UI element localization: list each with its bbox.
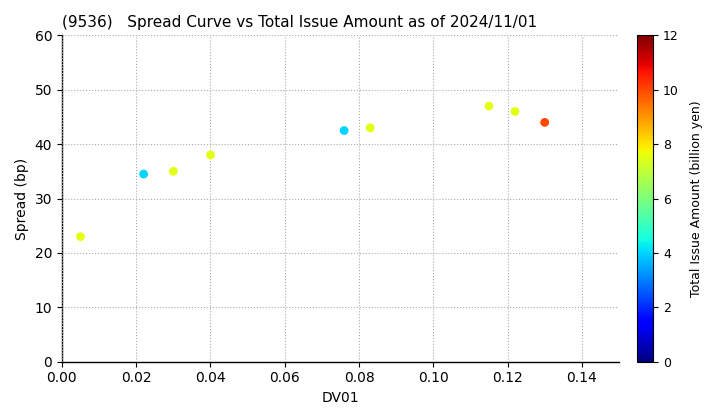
Point — [75, 233, 86, 240]
Y-axis label: Total Issue Amount (billion yen): Total Issue Amount (billion yen) — [690, 100, 703, 297]
Point — [364, 124, 376, 131]
Point — [509, 108, 521, 115]
Point — [204, 152, 216, 158]
Point — [168, 168, 179, 175]
Point — [483, 103, 495, 110]
Y-axis label: Spread (bp): Spread (bp) — [15, 158, 29, 239]
Point — [338, 127, 350, 134]
Point — [138, 171, 149, 177]
X-axis label: DV01: DV01 — [322, 391, 359, 405]
Text: (9536)   Spread Curve vs Total Issue Amount as of 2024/11/01: (9536) Spread Curve vs Total Issue Amoun… — [62, 15, 537, 30]
Point — [539, 119, 551, 126]
